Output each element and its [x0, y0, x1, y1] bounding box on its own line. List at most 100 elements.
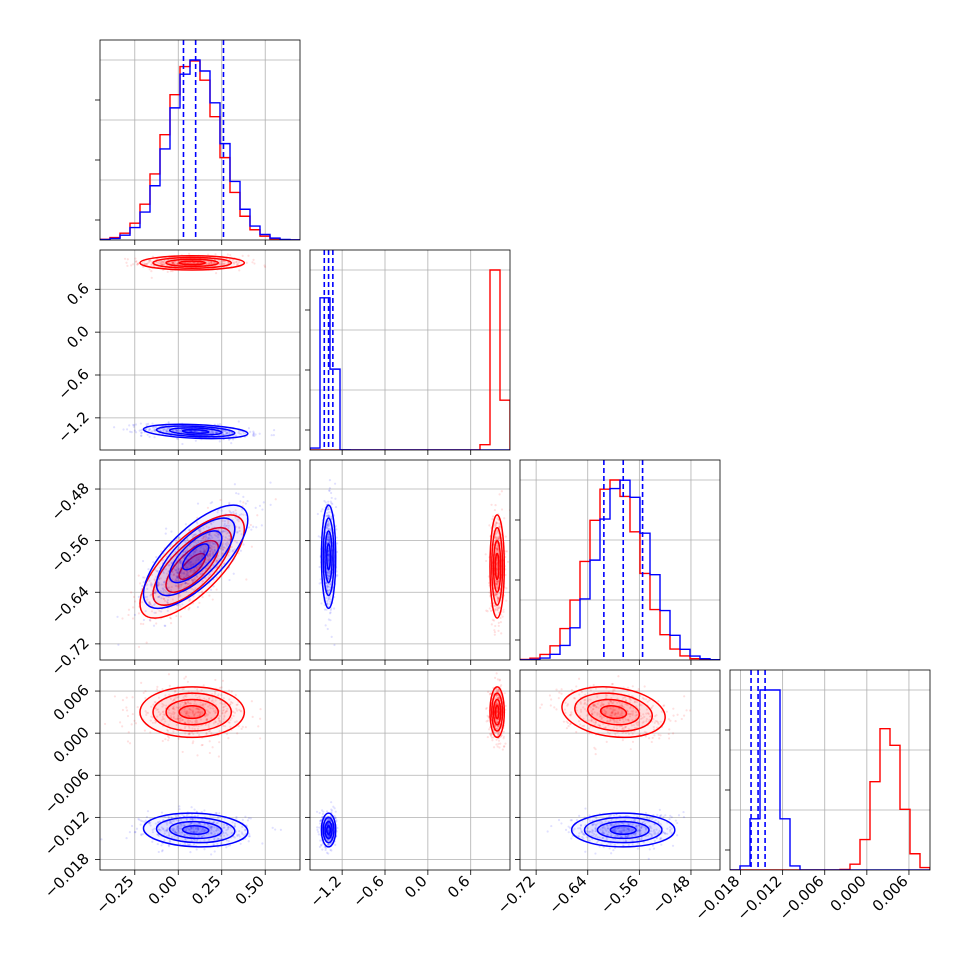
scatter-point [491, 739, 493, 741]
scatter-point [203, 684, 205, 686]
panel-content [317, 479, 511, 646]
scatter-point [170, 622, 172, 624]
panel-3-1 [305, 670, 510, 875]
scatter-point [490, 504, 492, 506]
scatter-point [167, 735, 169, 737]
scatter-point [143, 581, 145, 583]
scatter-point [203, 809, 205, 811]
scatter-point [239, 500, 241, 502]
scatter-point [139, 430, 141, 432]
scatter-point [178, 738, 180, 740]
scatter-point [242, 819, 244, 821]
scatter-point [250, 529, 252, 531]
scatter-point [209, 752, 211, 754]
scatter-point [232, 438, 234, 440]
scatter-point [198, 595, 200, 597]
scatter-point [499, 617, 501, 619]
panel-2-0 [95, 460, 300, 665]
scatter-point [497, 745, 499, 747]
scatter-point [162, 740, 164, 742]
scatter-point [185, 676, 187, 678]
scatter-point [168, 421, 170, 423]
scatter-point [134, 614, 136, 616]
scatter-point [252, 716, 254, 718]
scatter-point [213, 585, 215, 587]
scatter-point [227, 253, 229, 255]
scatter-point [208, 594, 210, 596]
scatter-point [488, 524, 490, 526]
scatter-point [507, 561, 509, 563]
scatter-point [316, 829, 318, 831]
scatter-point [318, 826, 320, 828]
scatter-point [138, 575, 140, 577]
scatter-point [229, 254, 231, 256]
scatter-point [261, 508, 263, 510]
scatter-point [134, 258, 136, 260]
scatter-point [182, 751, 184, 753]
scatter-point [193, 809, 195, 811]
scatter-point [235, 818, 237, 820]
scatter-point [181, 443, 183, 445]
scatter-point [317, 513, 319, 515]
scatter-point [504, 692, 506, 694]
scatter-point [242, 496, 244, 498]
scatter-point [214, 253, 216, 255]
scatter-point [495, 743, 497, 745]
scatter-point [126, 709, 128, 711]
panel-1-0 [86, 250, 300, 455]
scatter-point [255, 526, 257, 528]
scatter-point [128, 731, 130, 733]
scatter-point [327, 852, 329, 854]
scatter-point [219, 499, 221, 501]
scatter-point [489, 607, 491, 609]
scatter-point [130, 264, 132, 266]
scatter-point [227, 568, 229, 570]
scatter-point [167, 610, 169, 612]
scatter-point [252, 259, 254, 261]
scatter-point [215, 272, 217, 274]
scatter-point [148, 436, 150, 438]
scatter-point [196, 848, 198, 850]
scatter-point [487, 691, 489, 693]
scatter-point [336, 827, 338, 829]
scatter-point [155, 622, 157, 624]
scatter-point [325, 609, 327, 611]
scatter-point [164, 738, 166, 740]
scatter-point [164, 625, 166, 627]
scatter-point [259, 718, 261, 720]
scatter-point [131, 723, 133, 725]
scatter-point [334, 844, 336, 846]
panel-content [107, 482, 277, 666]
scatter-point [222, 680, 224, 682]
scatter-point [168, 845, 170, 847]
scatter-point [127, 740, 129, 742]
scatter-point [140, 422, 142, 424]
scatter-point [134, 429, 136, 431]
scatter-point [502, 616, 504, 618]
scatter-point [132, 713, 134, 715]
scatter-point [135, 423, 137, 425]
scatter-point [320, 510, 322, 512]
scatter-point [247, 819, 249, 821]
scatter-point [161, 688, 163, 690]
scatter-point [196, 811, 198, 813]
scatter-point [168, 673, 170, 675]
scatter-point [143, 692, 145, 694]
scatter-point [86, 260, 88, 262]
scatter-point [107, 663, 109, 665]
scatter-point [160, 610, 162, 612]
scatter-point [330, 502, 332, 504]
scatter-point [248, 526, 250, 528]
scatter-point [218, 812, 220, 814]
scatter-point [228, 689, 230, 691]
scatter-point [157, 843, 159, 845]
scatter-point [494, 634, 496, 636]
scatter-point [325, 624, 327, 626]
scatter-point [146, 816, 148, 818]
scatter-point [210, 853, 212, 855]
scatter-point [498, 625, 500, 627]
scatter-point [329, 619, 331, 621]
scatter-point [126, 428, 128, 430]
scatter-point [142, 623, 144, 625]
scatter-point [136, 828, 138, 830]
